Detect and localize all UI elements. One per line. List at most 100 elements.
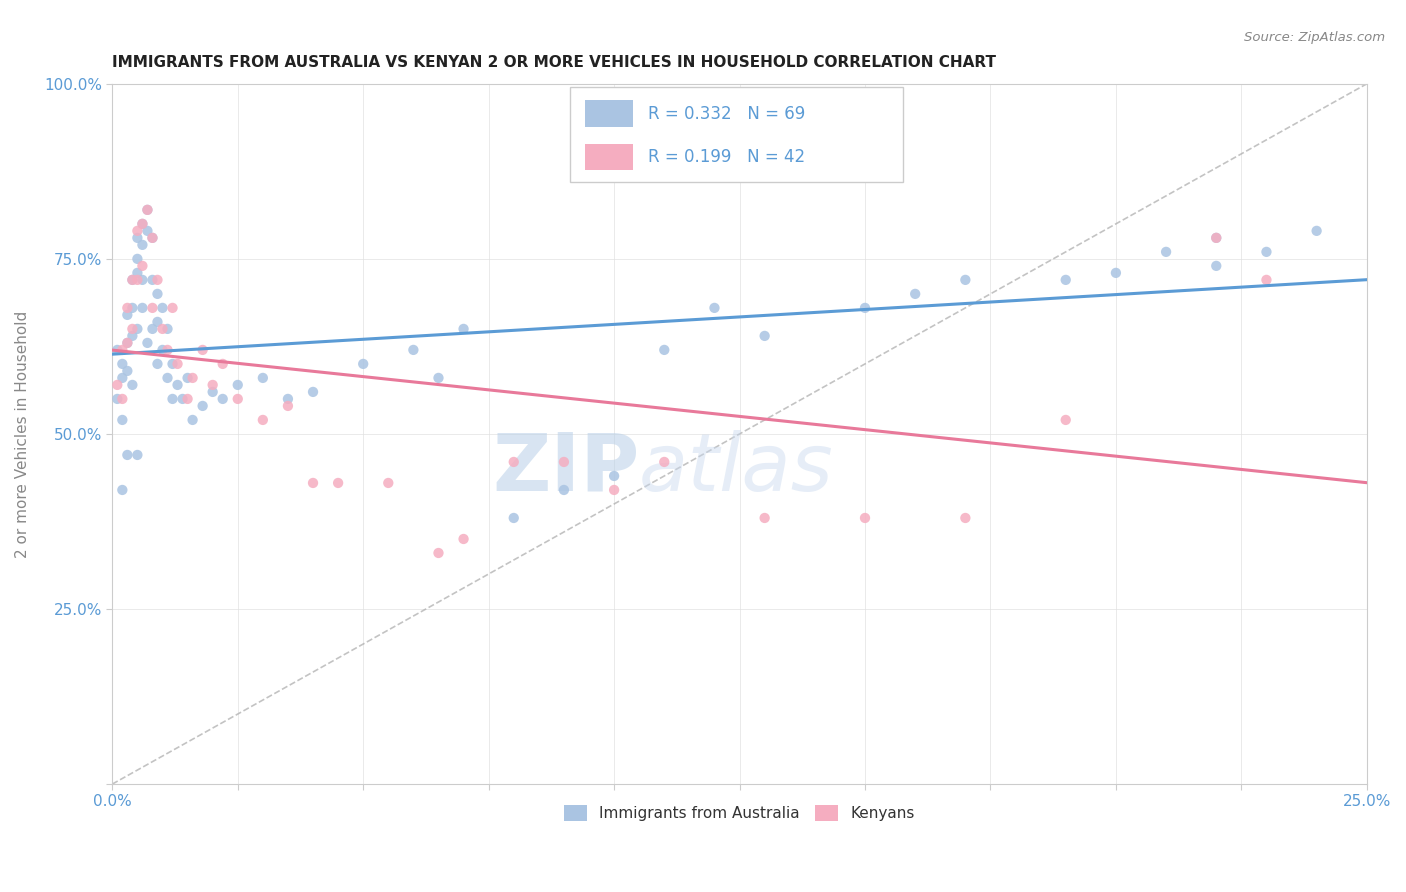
Point	[211, 392, 233, 406]
Point	[853, 511, 876, 525]
Point	[131, 273, 153, 287]
Point	[955, 511, 977, 525]
Point	[1205, 259, 1227, 273]
Text: R = 0.199   N = 42: R = 0.199 N = 42	[648, 148, 806, 166]
Point	[152, 343, 174, 357]
Point	[131, 217, 153, 231]
Point	[156, 343, 179, 357]
Point	[127, 252, 149, 266]
Point	[352, 357, 374, 371]
Point	[105, 343, 128, 357]
Point	[141, 273, 163, 287]
Point	[652, 343, 675, 357]
Y-axis label: 2 or more Vehicles in Household: 2 or more Vehicles in Household	[15, 310, 30, 558]
Point	[111, 371, 134, 385]
Point	[146, 273, 169, 287]
Point	[121, 322, 143, 336]
Point	[127, 322, 149, 336]
Point	[111, 392, 134, 406]
Text: ZIP: ZIP	[492, 430, 640, 508]
Point	[162, 301, 184, 315]
Point	[201, 384, 224, 399]
Point	[146, 315, 169, 329]
Point	[146, 357, 169, 371]
Point	[172, 392, 194, 406]
FancyBboxPatch shape	[571, 87, 903, 182]
Point	[146, 286, 169, 301]
Point	[226, 378, 249, 392]
Point	[176, 371, 198, 385]
Point	[136, 335, 159, 350]
Point	[127, 448, 149, 462]
Point	[502, 455, 524, 469]
Point	[252, 371, 274, 385]
Point	[152, 322, 174, 336]
Point	[152, 301, 174, 315]
Point	[156, 322, 179, 336]
FancyBboxPatch shape	[585, 144, 633, 170]
Point	[136, 202, 159, 217]
Point	[131, 301, 153, 315]
Point	[277, 392, 299, 406]
Point	[191, 399, 214, 413]
Point	[111, 413, 134, 427]
Point	[181, 371, 204, 385]
Text: IMMIGRANTS FROM AUSTRALIA VS KENYAN 2 OR MORE VEHICLES IN HOUSEHOLD CORRELATION : IMMIGRANTS FROM AUSTRALIA VS KENYAN 2 OR…	[112, 55, 997, 70]
Point	[121, 273, 143, 287]
Point	[117, 335, 139, 350]
Point	[121, 329, 143, 343]
Point	[453, 322, 475, 336]
Point	[141, 231, 163, 245]
Point	[201, 378, 224, 392]
Point	[1205, 231, 1227, 245]
Text: Source: ZipAtlas.com: Source: ZipAtlas.com	[1244, 31, 1385, 45]
Point	[754, 329, 776, 343]
Point	[131, 238, 153, 252]
Point	[131, 259, 153, 273]
Point	[603, 469, 626, 483]
Point	[127, 231, 149, 245]
Point	[111, 483, 134, 497]
Point	[176, 392, 198, 406]
Point	[211, 357, 233, 371]
Point	[226, 392, 249, 406]
Point	[402, 343, 425, 357]
Point	[141, 301, 163, 315]
Point	[1305, 224, 1327, 238]
Point	[603, 483, 626, 497]
Point	[117, 335, 139, 350]
Point	[181, 413, 204, 427]
Point	[166, 357, 188, 371]
Point	[127, 273, 149, 287]
Point	[1256, 244, 1278, 259]
Point	[131, 217, 153, 231]
Point	[136, 202, 159, 217]
Point	[162, 392, 184, 406]
Legend: Immigrants from Australia, Kenyans: Immigrants from Australia, Kenyans	[557, 797, 922, 829]
Point	[904, 286, 927, 301]
Point	[105, 378, 128, 392]
Point	[754, 511, 776, 525]
Point	[955, 273, 977, 287]
Point	[427, 546, 450, 560]
Point	[302, 384, 325, 399]
Point	[117, 308, 139, 322]
Point	[121, 273, 143, 287]
Point	[191, 343, 214, 357]
Point	[1154, 244, 1177, 259]
Point	[111, 343, 134, 357]
Point	[652, 455, 675, 469]
Point	[377, 475, 399, 490]
Point	[136, 224, 159, 238]
Point	[553, 483, 575, 497]
Point	[553, 455, 575, 469]
Point	[1105, 266, 1128, 280]
Point	[252, 413, 274, 427]
Point	[166, 378, 188, 392]
Point	[117, 448, 139, 462]
Point	[121, 301, 143, 315]
Point	[427, 371, 450, 385]
Text: atlas: atlas	[640, 430, 834, 508]
Point	[117, 301, 139, 315]
Text: R = 0.332   N = 69: R = 0.332 N = 69	[648, 104, 806, 123]
